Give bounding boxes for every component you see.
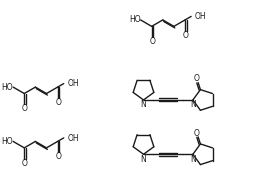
Text: HO: HO [2,137,13,146]
Text: O: O [194,129,200,138]
Text: O: O [22,104,28,113]
Text: OH: OH [67,79,79,88]
Text: N: N [141,100,146,109]
Text: N: N [141,155,146,164]
Text: HO: HO [129,15,140,24]
Text: N: N [190,100,196,109]
Text: HO: HO [2,83,13,92]
Text: O: O [55,98,61,107]
Text: OH: OH [194,12,206,21]
Text: O: O [149,37,155,46]
Text: O: O [182,31,189,40]
Text: O: O [55,152,61,161]
Text: OH: OH [67,134,79,143]
Text: O: O [194,74,200,83]
Text: O: O [22,159,28,168]
Text: N: N [190,155,196,164]
